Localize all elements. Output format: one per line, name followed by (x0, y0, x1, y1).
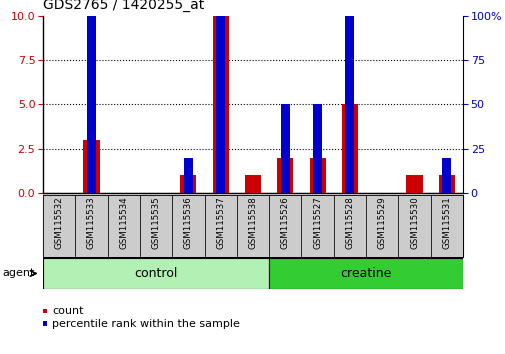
Bar (313, 104, 321, 193)
Bar (244, 175, 261, 193)
Bar (140, 195, 172, 257)
Bar (301, 195, 333, 257)
Bar (212, 16, 228, 193)
Text: percentile rank within the sample: percentile rank within the sample (52, 319, 240, 329)
Bar (87, 16, 96, 193)
Bar (83, 140, 99, 193)
Text: GSM115535: GSM115535 (152, 196, 160, 249)
Bar (333, 195, 365, 257)
Text: GSM115538: GSM115538 (248, 196, 257, 249)
Bar (277, 158, 293, 193)
Text: control: control (134, 267, 177, 280)
Text: GSM115527: GSM115527 (313, 196, 322, 249)
Text: GDS2765 / 1420255_at: GDS2765 / 1420255_at (43, 0, 204, 12)
Text: GSM115529: GSM115529 (377, 196, 386, 249)
Bar (180, 175, 196, 193)
Bar (108, 195, 140, 257)
Text: GSM115531: GSM115531 (441, 196, 450, 249)
Bar (345, 0, 354, 193)
Bar (309, 158, 325, 193)
Bar (269, 195, 301, 257)
Text: GSM115528: GSM115528 (345, 196, 354, 249)
Text: GSM115530: GSM115530 (409, 196, 418, 249)
Bar (236, 195, 269, 257)
Bar (441, 158, 450, 193)
Bar (438, 175, 454, 193)
Text: GSM115537: GSM115537 (216, 196, 225, 249)
Bar (280, 104, 289, 193)
Bar (397, 195, 430, 257)
Bar (43, 258, 269, 289)
Text: count: count (52, 306, 84, 316)
Bar (75, 195, 108, 257)
Bar (184, 158, 192, 193)
Text: GSM115534: GSM115534 (119, 196, 128, 249)
Text: GSM115526: GSM115526 (280, 196, 289, 249)
Bar (204, 195, 236, 257)
Bar (172, 195, 204, 257)
Text: agent: agent (3, 268, 35, 279)
Bar (406, 175, 422, 193)
Bar (341, 104, 358, 193)
Text: creatine: creatine (340, 267, 391, 280)
Bar (430, 195, 462, 257)
Bar (216, 0, 225, 193)
Bar (43, 195, 75, 257)
Text: GSM115536: GSM115536 (183, 196, 192, 249)
Bar (365, 195, 397, 257)
Text: GSM115532: GSM115532 (55, 196, 64, 249)
Text: GSM115533: GSM115533 (87, 196, 96, 249)
Bar (269, 258, 462, 289)
